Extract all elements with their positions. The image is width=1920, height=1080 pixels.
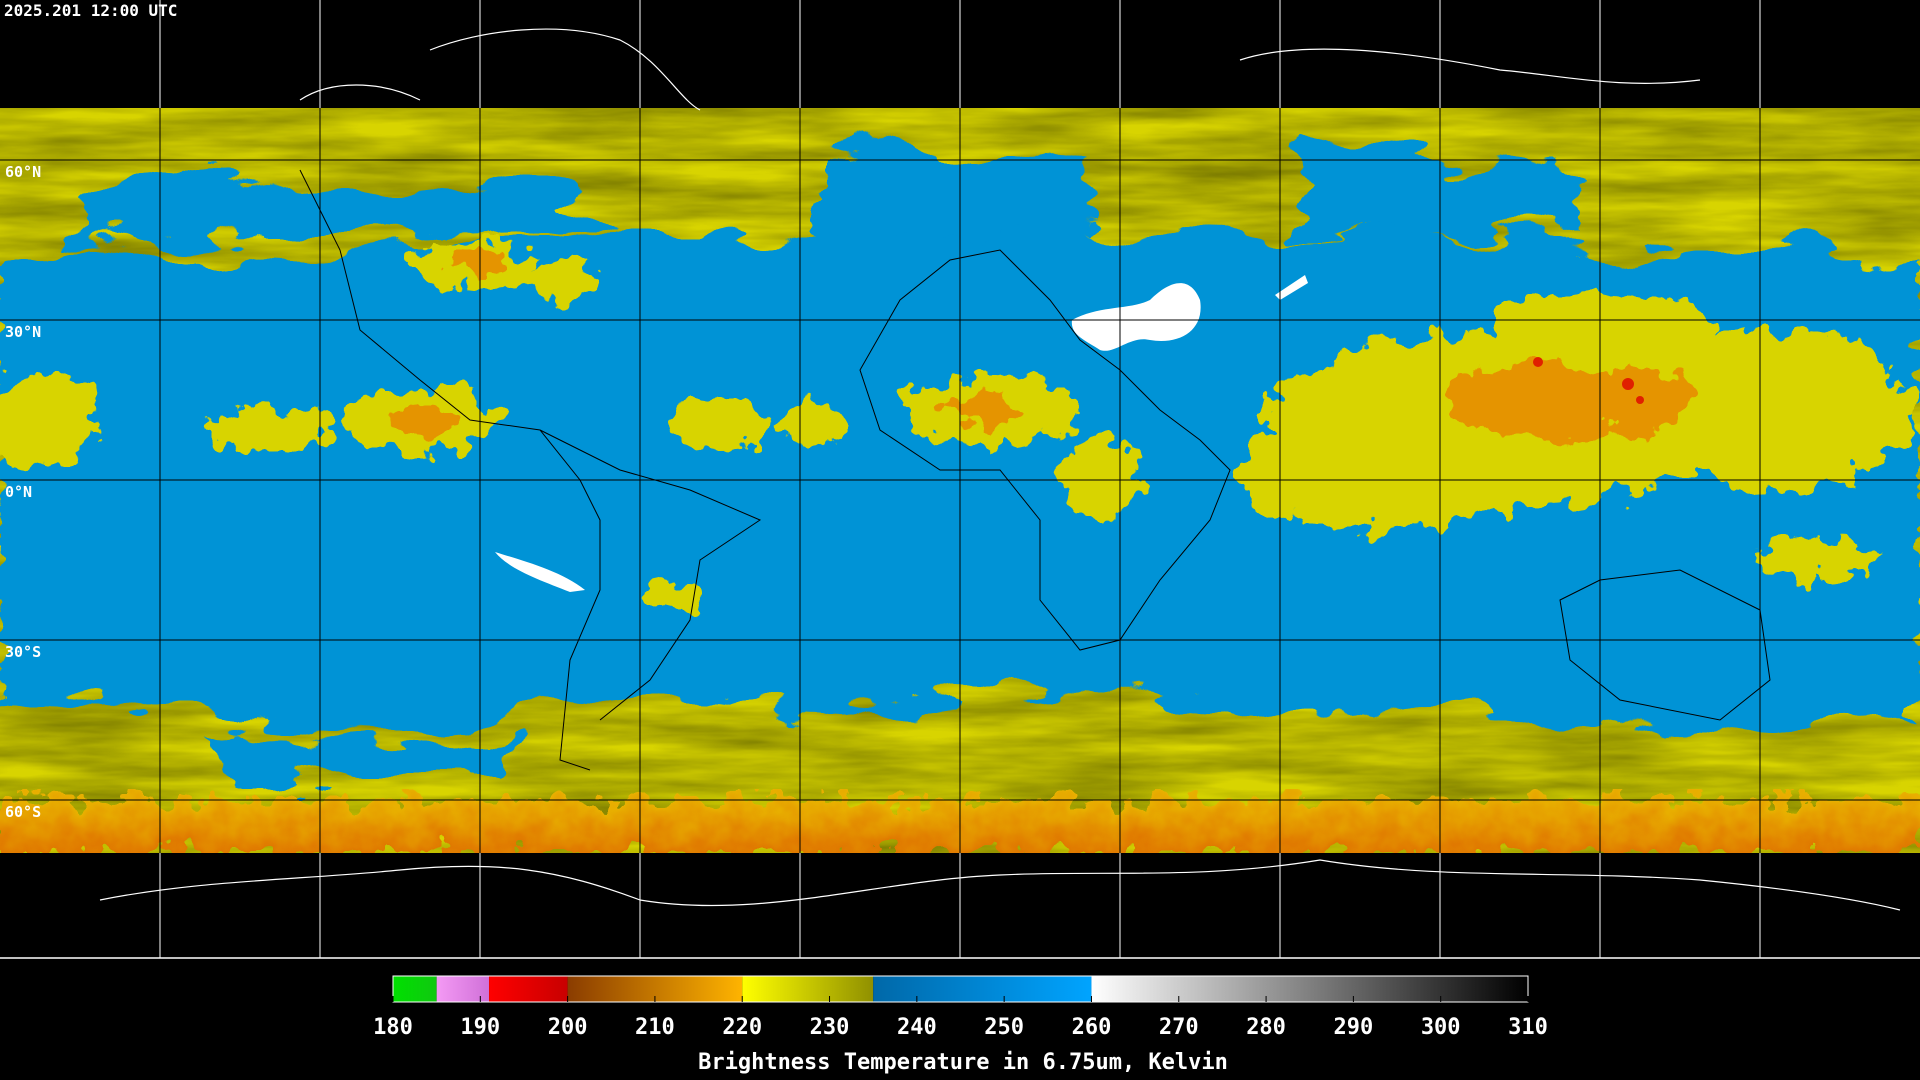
colorbar-tick-label: 280 (1246, 1015, 1286, 1040)
colorbar-tick-label: 180 (373, 1015, 413, 1040)
colorbar-segment (873, 976, 1092, 1002)
colorbar-segment (393, 976, 437, 1002)
colorbar-tick-label: 190 (460, 1015, 500, 1040)
colorbar-tick-label: 270 (1159, 1015, 1199, 1040)
deep-cores (1533, 357, 1644, 404)
colorbar-tick-label: 240 (897, 1015, 937, 1040)
graticule-polar (0, 0, 1920, 959)
colorbar-segment (1091, 976, 1528, 1002)
colorbar-tick-label: 310 (1508, 1015, 1548, 1040)
colorbar-tick-label: 250 (984, 1015, 1024, 1040)
latitude-label: 30°N (5, 323, 41, 341)
latitude-label: 60°N (5, 163, 41, 181)
colorbar-tick-label: 210 (635, 1015, 675, 1040)
colorbar-tick-label: 260 (1072, 1015, 1112, 1040)
colorbar-tick-label: 300 (1421, 1015, 1461, 1040)
colorbar-tick-label: 290 (1334, 1015, 1374, 1040)
colorbar-segment (489, 976, 568, 1002)
colorbar-frame (392, 975, 1529, 1003)
colorbar-tick-label: 220 (722, 1015, 762, 1040)
colorbar-segment (742, 976, 874, 1002)
polar-coastlines (99, 28, 1901, 911)
very-dry (495, 275, 1308, 592)
colorbar-segment (436, 976, 490, 1002)
colorbar-title: Brightness Temperature in 6.75um, Kelvin (698, 1050, 1228, 1075)
latitude-label: 0°N (5, 483, 32, 501)
cold-tops (385, 250, 1690, 440)
graticule (0, 159, 1920, 801)
colorbar-tick-label: 200 (548, 1015, 588, 1040)
colorbar-tick-label: 230 (810, 1015, 850, 1040)
latitude-label: 30°S (5, 643, 41, 661)
timestamp: 2025.201 12:00 UTC (4, 1, 177, 20)
coastlines (299, 169, 1771, 771)
latitude-label: 60°S (5, 803, 41, 821)
